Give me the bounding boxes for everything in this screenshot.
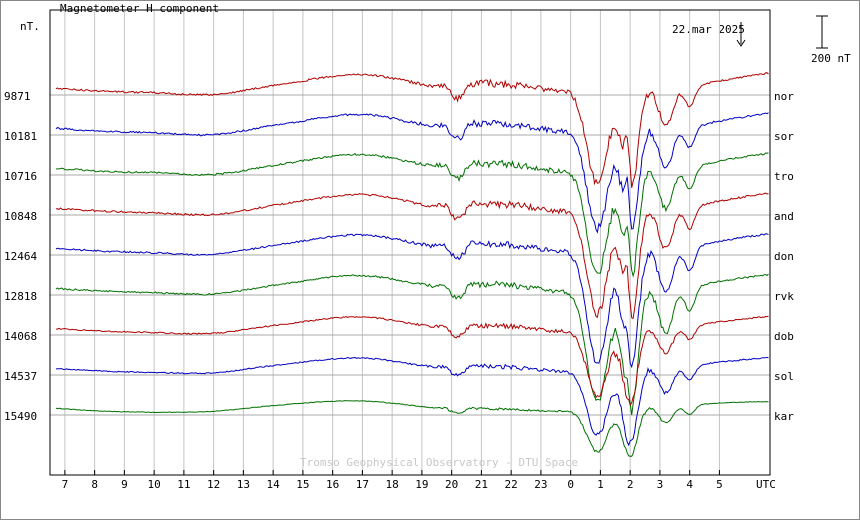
station-label: don [774,250,794,263]
station-label: sol [774,370,794,383]
baseline-label: 12464 [4,250,37,263]
date-label: 22.mar 2025 [672,23,745,36]
station-label: rvk [774,290,794,303]
x-tick-label: 23 [534,478,547,491]
x-tick-label: 8 [91,478,98,491]
station-label: nor [774,90,794,103]
baseline-label: 10181 [4,130,37,143]
plot-border [49,9,771,476]
x-tick-label: 12 [207,478,220,491]
grid-lines [50,10,770,475]
series-line-kar [55,400,769,457]
x-tick-label: 22 [505,478,518,491]
axis-labels: 7 8 9 10 11 12 13 14 15 16 17 18 19 20 21 22 23 0 1 2 3 4 5987… [4,90,794,491]
station-label: and [774,210,794,223]
series-line-dob [55,315,769,407]
baseline-label: 10716 [4,170,37,183]
x-tick-label: 18 [386,478,399,491]
baseline-label: 10848 [4,210,37,223]
baseline-label: 9871 [4,90,31,103]
series-line-don [55,233,769,369]
scale-bar [816,15,828,49]
station-label: tro [774,170,794,183]
date-arrow [736,22,746,47]
chart-title: Magnetometer H component [60,2,219,15]
series-line-nor [55,72,769,188]
x-tick-label: 10 [148,478,161,491]
baseline-label: 15490 [4,410,37,423]
x-tick-label: 17 [356,478,369,491]
series-line-tro [55,152,769,278]
watermark: Tromso Geophysical Observatory - DTU Spa… [300,456,578,469]
x-axis-label: UTC [756,478,776,491]
station-label: sor [774,130,794,143]
baseline-label: 14537 [4,370,37,383]
series-line-and [55,192,769,320]
x-tick-label: 9 [121,478,128,491]
series-line-rvk [55,273,769,416]
x-tick-label: 2 [627,478,634,491]
x-tick-label: 11 [177,478,190,491]
baseline-label: 12818 [4,290,37,303]
x-tick-label: 5 [716,478,723,491]
unit-label: nT. [20,20,40,33]
x-tick-label: 20 [445,478,458,491]
scale-bar-label: 200 nT [811,52,851,65]
x-tick-label: 15 [296,478,309,491]
x-tick-label: 19 [415,478,428,491]
series-line-sol [55,356,769,447]
series-group [55,72,769,457]
x-tick-label: 21 [475,478,488,491]
x-tick-label: 1 [597,478,604,491]
series-line-sor [55,112,769,234]
x-tick-label: 3 [657,478,664,491]
baseline-label: 14068 [4,330,37,343]
x-tick-label: 7 [62,478,69,491]
x-tick-label: 14 [267,478,281,491]
x-tick-label: 0 [567,478,574,491]
x-tick-label: 16 [326,478,339,491]
station-label: kar [774,410,794,423]
x-tick-label: 13 [237,478,250,491]
x-tick-label: 4 [686,478,693,491]
station-label: dob [774,330,794,343]
